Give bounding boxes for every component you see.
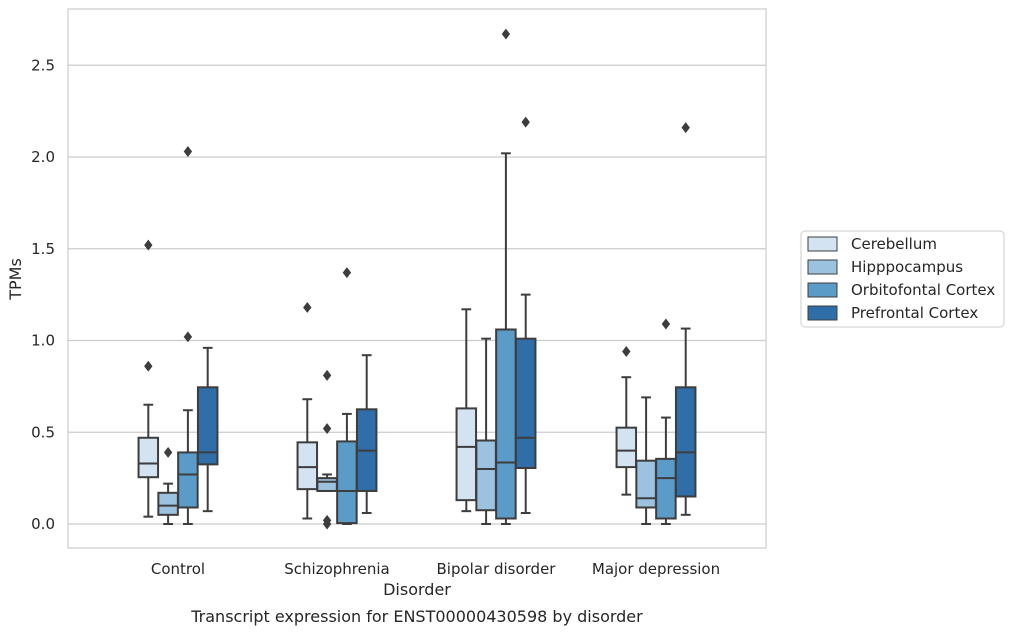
box-2-3 xyxy=(514,116,537,514)
box-iqr xyxy=(674,386,697,498)
y-tick-label: 0.0 xyxy=(31,515,55,533)
outlier-point xyxy=(144,360,153,372)
outlier-point xyxy=(183,331,193,343)
x-tick-labels: Control Schizophrenia Bipolar disorder Majo… xyxy=(151,560,720,578)
x-tick-label: Major depression xyxy=(592,560,720,578)
legend: Cerebellum Hipppocampus Orbitofontal Corte… xyxy=(800,230,1005,328)
outlier-point xyxy=(322,369,332,381)
x-tick-label: Schizophrenia xyxy=(284,560,389,578)
y-tick-label: 1.5 xyxy=(31,240,55,258)
plot-frame xyxy=(67,8,767,549)
grid-lines xyxy=(68,64,766,525)
legend-label: Prefrontal Cortex xyxy=(851,304,978,322)
outlier-point xyxy=(501,28,511,40)
box-iqr xyxy=(316,477,338,492)
chart-caption: Transcript expression for ENST0000043059… xyxy=(190,607,643,626)
box-iqr xyxy=(655,457,677,520)
legend-items: Cerebellum Hipppocampus Orbitofontal Corte… xyxy=(807,235,995,322)
x-axis-label: Disorder xyxy=(383,580,451,599)
legend-swatch xyxy=(807,259,838,275)
box-0-3 xyxy=(196,346,219,513)
outlier-point xyxy=(144,239,153,251)
y-tick-label: 0.5 xyxy=(31,423,55,441)
y-axis-label: TPMs xyxy=(6,258,25,301)
box-1-1 xyxy=(316,369,338,530)
box-0-2 xyxy=(177,146,199,525)
outlier-point xyxy=(342,267,352,279)
box-iqr xyxy=(455,407,478,502)
outlier-point xyxy=(681,122,690,134)
box-3-0 xyxy=(615,346,638,496)
outlier-point xyxy=(622,346,631,357)
outlier-point xyxy=(183,146,193,157)
box-1-3 xyxy=(355,354,378,514)
box-1-0 xyxy=(296,302,319,520)
box-0-0 xyxy=(137,239,160,518)
x-tick-label: Bipolar disorder xyxy=(437,560,557,578)
box-3-1 xyxy=(635,396,657,525)
box-2-1 xyxy=(475,337,497,525)
box-iqr xyxy=(615,426,638,469)
box-iqr xyxy=(336,440,358,525)
x-tick-label: Control xyxy=(151,560,205,578)
legend-label: Cerebellum xyxy=(851,235,937,253)
box-iqr xyxy=(495,328,517,520)
box-iqr xyxy=(635,459,657,509)
box-3-3 xyxy=(674,122,697,516)
box-iqr xyxy=(475,439,497,512)
box-2-0 xyxy=(455,308,478,513)
outlier-point xyxy=(322,514,332,526)
box-iqr xyxy=(296,441,319,491)
y-tick-labels: 0.0 0.5 1.0 1.5 2.0 2.5 xyxy=(31,56,55,533)
box-iqr xyxy=(177,451,199,509)
legend-swatch xyxy=(807,236,838,252)
box-plots xyxy=(137,28,697,530)
outlier-point xyxy=(322,423,332,435)
legend-swatch xyxy=(807,282,838,298)
outlier-point xyxy=(661,318,671,330)
legend-label: Hipppocampus xyxy=(851,258,963,276)
y-tick-label: 2.5 xyxy=(31,56,55,74)
outlier-point xyxy=(303,302,312,313)
legend-swatch xyxy=(807,305,838,321)
legend-frame xyxy=(800,230,1005,328)
box-iqr xyxy=(514,337,537,470)
outlier-point xyxy=(521,116,530,128)
y-tick-label: 1.0 xyxy=(31,332,55,350)
box-iqr xyxy=(196,386,219,466)
box-2-2 xyxy=(495,28,517,525)
box-1-2 xyxy=(336,267,358,525)
y-tick-label: 2.0 xyxy=(31,148,55,166)
box-iqr xyxy=(157,491,179,516)
outlier-point xyxy=(163,446,173,458)
box-iqr xyxy=(137,436,160,479)
box-3-2 xyxy=(655,318,677,525)
legend-label: Orbitofontal Cortex xyxy=(851,281,995,299)
box-0-1 xyxy=(157,446,179,525)
